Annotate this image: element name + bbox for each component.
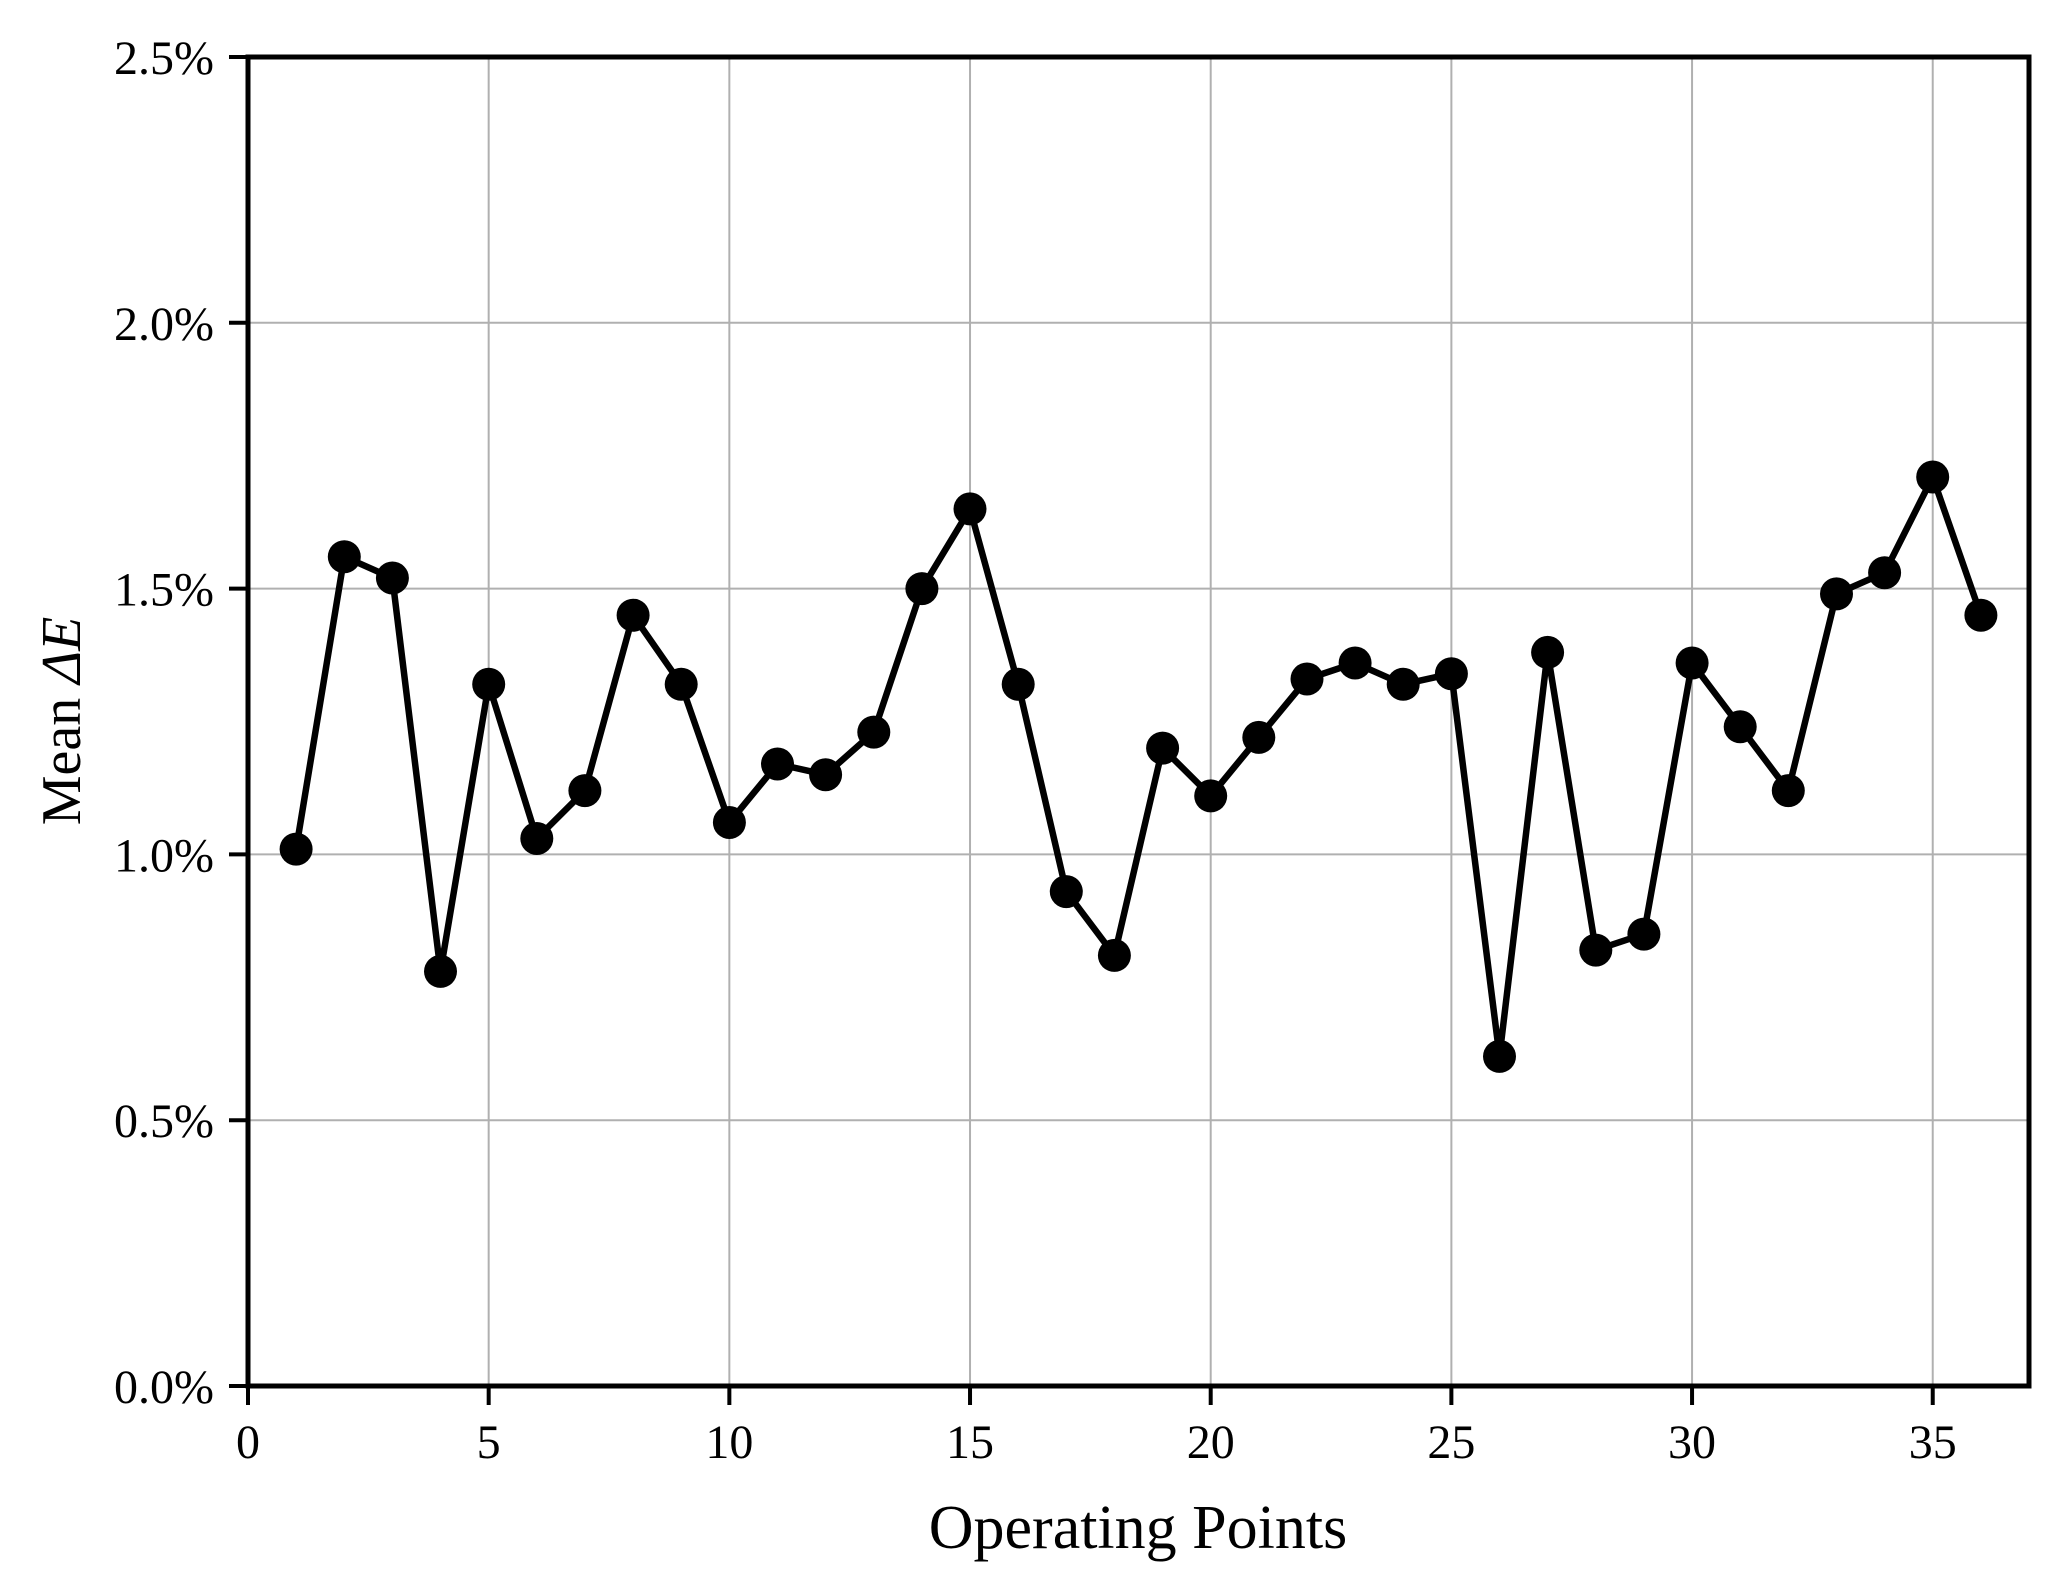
data-point-18	[1097, 938, 1131, 972]
data-point-33	[1820, 577, 1853, 611]
data-point-15	[953, 492, 987, 526]
data-point-20	[1194, 779, 1228, 813]
y-axis-label-symbol: ΔE	[31, 617, 93, 686]
x-tick-label-30: 30	[1668, 1416, 1716, 1469]
tick-labels: 0 5 10 15 20 25 30 35 0.0% 0.5% 1.0% 1.5% 2.0% 2.5%	[114, 32, 1957, 1469]
data-point-36	[1964, 598, 1998, 632]
data-point-31	[1723, 710, 1757, 744]
axis-ticks	[229, 55, 1935, 1405]
x-tick-label-25: 25	[1427, 1416, 1475, 1469]
y-tick-label-0: 0.0%	[114, 1361, 214, 1414]
x-tick-label-10: 10	[705, 1416, 753, 1469]
data-point-16	[1001, 667, 1035, 701]
data-point-7	[568, 774, 602, 808]
y-tick-label-2.5: 2.5%	[114, 32, 214, 85]
data-point-17	[1049, 875, 1083, 909]
y-tick-label-2: 2.0%	[114, 298, 214, 351]
data-point-2	[327, 540, 361, 574]
y-axis-label: Mean ΔE	[31, 617, 93, 826]
data-point-14	[905, 572, 939, 606]
data-point-23	[1338, 646, 1372, 680]
data-point-24	[1386, 667, 1420, 701]
data-point-35	[1916, 460, 1950, 494]
data-point-19	[1146, 731, 1180, 765]
plot-border	[245, 54, 2032, 1389]
data-point-27	[1531, 635, 1565, 669]
x-tick-label-15: 15	[946, 1416, 994, 1469]
data-point-28	[1579, 933, 1613, 967]
data-point-34	[1868, 556, 1902, 590]
data-point-26	[1483, 1039, 1516, 1073]
data-point-1	[279, 832, 313, 866]
data-point-11	[761, 747, 794, 781]
x-tick-label-5: 5	[477, 1416, 501, 1469]
x-axis-label: Operating Points	[929, 1494, 1347, 1562]
data-point-13	[857, 715, 891, 749]
y-tick-label-1: 1.0%	[114, 829, 214, 882]
y-axis-label-text: Mean	[31, 684, 93, 826]
data-point-3	[375, 561, 409, 595]
data-point-4	[424, 954, 457, 988]
data-point-29	[1627, 917, 1661, 951]
data-point-6	[520, 822, 554, 855]
x-tick-label-20: 20	[1187, 1416, 1235, 1469]
x-tick-label-0: 0	[236, 1416, 260, 1469]
data-point-22	[1290, 662, 1324, 696]
data-point-9	[664, 667, 698, 701]
data-point-21	[1242, 720, 1276, 754]
data-point-12	[809, 758, 843, 792]
data-point-32	[1771, 774, 1805, 808]
x-tick-label-35: 35	[1909, 1416, 1957, 1469]
data-point-25	[1434, 657, 1468, 691]
y-tick-label-1.5: 1.5%	[114, 564, 214, 617]
data-point-30	[1675, 646, 1709, 680]
data-point-10	[712, 806, 746, 839]
data-series	[279, 460, 1998, 1073]
data-point-5	[472, 667, 506, 701]
data-point-8	[616, 598, 650, 632]
y-tick-label-0.5: 0.5%	[114, 1095, 214, 1148]
